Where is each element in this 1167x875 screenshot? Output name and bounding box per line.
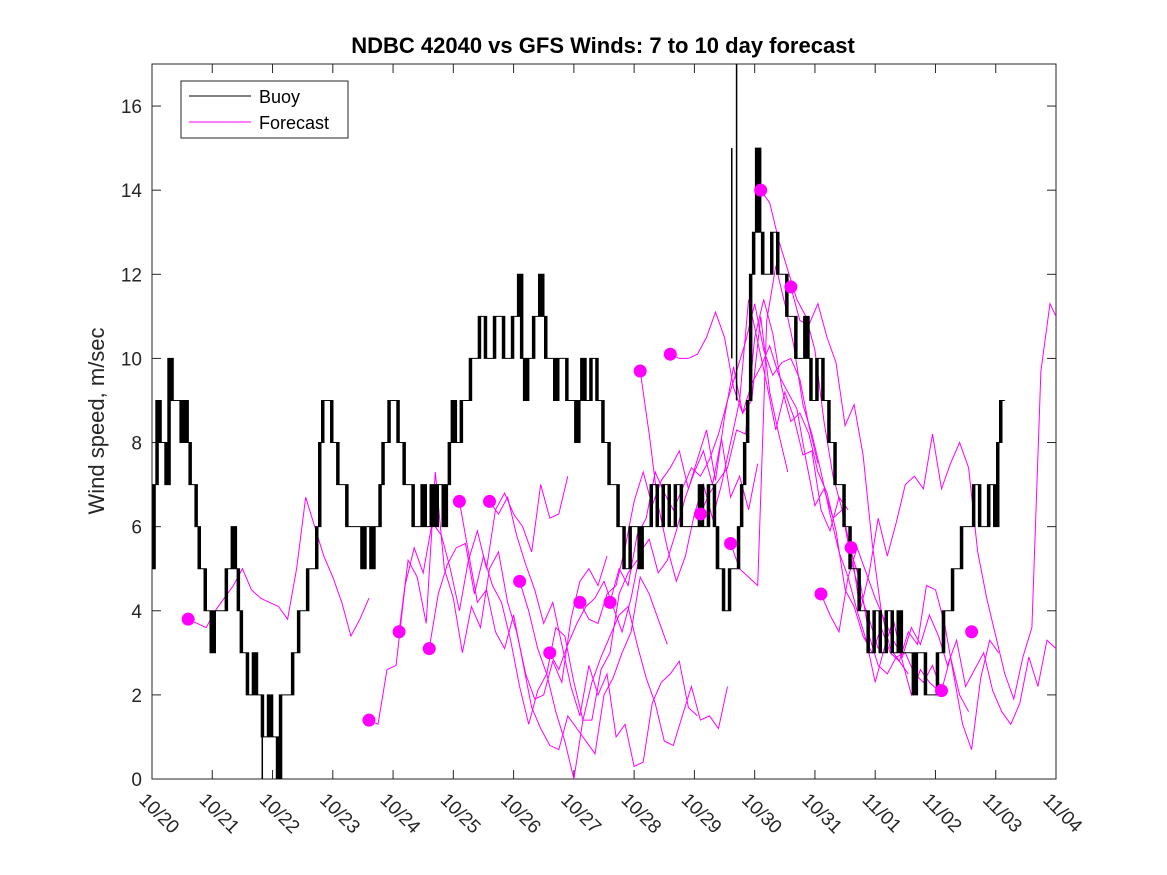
y-tick-label: 14 (121, 181, 143, 202)
forecast-line-f4 (428, 542, 638, 725)
forecast-marker (482, 494, 496, 508)
y-tick-label: 2 (131, 686, 142, 707)
forecast-marker (633, 364, 647, 378)
chart-title: NDBC 42040 vs GFS Winds: 7 to 10 day for… (351, 33, 855, 58)
forecast-line-f10 (609, 303, 819, 603)
forecast-marker (392, 625, 406, 639)
forecast-marker (844, 541, 858, 555)
forecast-line-f16 (790, 286, 1000, 750)
legend-label-buoy: Buoy (259, 87, 300, 107)
forecast-marker (603, 595, 617, 609)
y-tick-label: 4 (131, 602, 142, 623)
forecast-line-f6 (489, 495, 698, 768)
legend-label-forecast: Forecast (259, 113, 329, 133)
y-tick-label: 16 (121, 97, 142, 118)
y-tick-label: 6 (131, 518, 142, 539)
forecast-marker (965, 625, 979, 639)
forecast-marker (362, 713, 376, 727)
forecast-marker (814, 587, 828, 601)
forecast-line-f1 (187, 497, 370, 638)
forecast-line-f5 (458, 501, 668, 756)
y-tick-label: 0 (131, 770, 142, 791)
forecast-marker (934, 684, 948, 698)
y-tick-label: 12 (121, 265, 142, 286)
buoy-line (152, 147, 1005, 779)
forecast-marker (452, 494, 466, 508)
forecast-marker (422, 642, 436, 656)
forecast-line-f8 (549, 438, 759, 671)
forecast-line-f17 (820, 546, 1056, 726)
forecast-marker (663, 347, 677, 361)
forecast-line-f15 (760, 189, 970, 712)
legend-box (180, 80, 349, 139)
plot-content (152, 64, 1056, 779)
forecast-marker (724, 536, 738, 550)
y-axis-label: Wind speed, m/sec (84, 327, 109, 514)
forecast-line-f11 (639, 299, 849, 583)
forecast-line-f18 (850, 301, 1056, 701)
forecast-marker (181, 612, 195, 626)
forecast-marker (543, 646, 557, 660)
forecast-marker (573, 595, 587, 609)
plot-series-group (152, 64, 1056, 779)
legend: Buoy Forecast (180, 80, 349, 139)
y-tick-label: 10 (121, 349, 142, 370)
y-tick-label: 8 (131, 434, 142, 455)
forecast-marker (693, 507, 707, 521)
forecast-line-f7 (519, 581, 728, 779)
forecast-marker (754, 183, 768, 197)
forecast-marker (513, 574, 527, 588)
forecast-marker (784, 280, 798, 294)
y-axis: 0 2 4 6 8 10 12 14 16 (121, 97, 1056, 791)
forecast-line-f14 (730, 265, 939, 697)
